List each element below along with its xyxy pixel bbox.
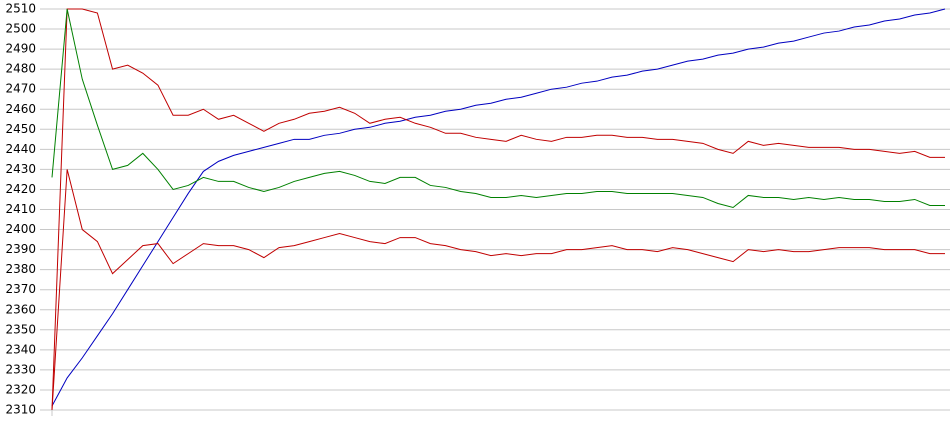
series-line: [51, 8, 945, 411]
series-line: [51, 169, 945, 411]
y-tick-label: 2310: [5, 403, 36, 417]
y-tick-label: 2340: [5, 342, 36, 356]
y-tick-label: 2400: [5, 222, 36, 236]
series-line: [51, 8, 945, 209]
y-tick-label: 2410: [5, 202, 36, 216]
y-tick-label: 2470: [5, 82, 36, 96]
y-tick-label: 2500: [5, 22, 36, 36]
y-tick-label: 2430: [5, 162, 36, 176]
y-tick-label: 2320: [5, 382, 36, 396]
y-tick-label: 2390: [5, 242, 36, 256]
y-tick-label: 2490: [5, 42, 36, 56]
y-tick-label: 2480: [5, 62, 36, 76]
y-tick-label: 2510: [5, 2, 36, 16]
y-tick-label: 2420: [5, 182, 36, 196]
y-tick-label: 2460: [5, 102, 36, 116]
y-tick-label: 2380: [5, 262, 36, 276]
y-tick-label: 2440: [5, 142, 36, 156]
y-tick-label: 2350: [5, 322, 36, 336]
y-tick-label: 2360: [5, 302, 36, 316]
y-tick-label: 2450: [5, 122, 36, 136]
series-line: [51, 8, 946, 407]
y-tick-label: 2330: [5, 362, 36, 376]
y-tick-label: 2370: [5, 282, 36, 296]
